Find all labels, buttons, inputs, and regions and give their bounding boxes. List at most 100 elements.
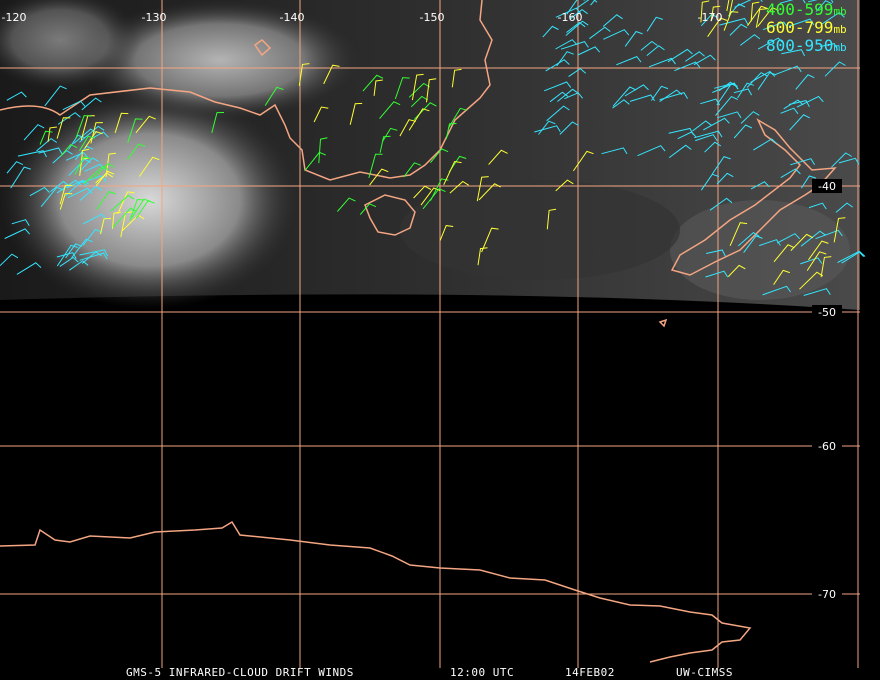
- wind-barb: [668, 127, 694, 135]
- wind-barb: [313, 106, 329, 123]
- wind-barb: [131, 198, 151, 219]
- wind-barb: [359, 203, 377, 215]
- wind-barb: [337, 197, 356, 212]
- legend-range: 400-599: [766, 0, 833, 19]
- footer: GMS-5 INFRARED-CLOUD DRIFT WINDS 12:00 UT…: [126, 666, 733, 679]
- wind-barb: [648, 57, 676, 68]
- wind-barb: [451, 68, 462, 88]
- wind-barb: [89, 131, 109, 141]
- wind-barb: [800, 230, 826, 247]
- wind-barb: [81, 97, 102, 111]
- label-bg: [812, 179, 842, 193]
- cloud-band: [0, 0, 140, 90]
- wind-barb: [60, 143, 78, 157]
- wind-barb: [403, 162, 422, 178]
- longitude-label: -160: [558, 11, 583, 24]
- wind-barb: [747, 5, 768, 26]
- wind-barb: [727, 3, 746, 17]
- coastline: [253, 39, 272, 57]
- wind-barb: [368, 153, 383, 179]
- wind-barb: [808, 202, 827, 210]
- wind-barb: [4, 228, 31, 239]
- wind-barb: [740, 111, 760, 124]
- wind-barb: [737, 82, 754, 99]
- wind-barb: [838, 157, 860, 165]
- wind-barb: [112, 207, 137, 228]
- wind-barb: [685, 51, 705, 62]
- wind-barb: [6, 161, 24, 174]
- wind-barb: [705, 249, 726, 257]
- wind-barb: [668, 144, 692, 159]
- footer-text: 14FEB02: [565, 666, 615, 679]
- cloud-band: [400, 180, 680, 280]
- wind-barb: [546, 208, 557, 230]
- wind-barb: [601, 147, 628, 155]
- wind-barb: [481, 227, 499, 253]
- wind-barb: [555, 179, 574, 192]
- legend-entry: 600-799mb: [766, 18, 847, 37]
- wind-barb: [616, 55, 642, 66]
- cloud-band: [80, 0, 360, 120]
- longitude-label: -130: [142, 11, 167, 24]
- wind-barb: [413, 185, 432, 199]
- wind-barb: [57, 112, 81, 125]
- wind-barb: [835, 202, 853, 213]
- wind-barb: [73, 128, 97, 144]
- wind-barb: [780, 107, 799, 115]
- wind-barb: [808, 0, 834, 3]
- wind-barbs: [0, 0, 866, 296]
- wind-barb: [577, 46, 601, 56]
- wind-barb: [0, 253, 19, 267]
- wind-barb: [568, 67, 587, 78]
- wind-barb: [624, 84, 649, 97]
- wind-barb: [780, 168, 801, 179]
- wind-barb: [399, 119, 416, 137]
- wind-barb: [65, 179, 89, 197]
- wind-barb: [443, 160, 462, 186]
- legend-entry: 400-599mb: [766, 0, 847, 19]
- wind-barb: [757, 72, 777, 90]
- wind-barb: [120, 211, 133, 238]
- footer-text: UW-CIMSS: [676, 666, 733, 679]
- footer-text: GMS-5 INFRARED-CLOUD DRIFT WINDS: [126, 666, 354, 679]
- wind-barb: [369, 168, 389, 186]
- axis-labels: -120 -130 -140 -150 -160 -170 -40 -50 -60 -70: [2, 11, 842, 601]
- wind-barb: [476, 176, 489, 202]
- wind-barb: [445, 123, 457, 140]
- wind-barb: [612, 99, 630, 109]
- cloud-band: [0, 90, 300, 310]
- wind-barb: [39, 130, 53, 145]
- wind-barb: [79, 125, 105, 143]
- wind-barb: [572, 150, 594, 172]
- wind-barb: [612, 86, 637, 107]
- wind-barb: [80, 148, 90, 165]
- wind-barb: [755, 8, 767, 28]
- wind-barb: [602, 14, 623, 27]
- wind-barb: [439, 225, 454, 241]
- wind-barb: [789, 18, 815, 27]
- wind-barb: [135, 115, 156, 134]
- wind-barb: [79, 135, 96, 151]
- wind-barb: [833, 217, 846, 243]
- wind-barb: [100, 218, 112, 235]
- wind-barb: [750, 1, 760, 22]
- wind-barb: [637, 145, 666, 157]
- wind-barb: [52, 149, 73, 164]
- wind-barb: [65, 151, 89, 161]
- wind-barb: [624, 30, 643, 47]
- footer-text: 12:00 UTC: [450, 666, 514, 679]
- wind-barb: [6, 91, 27, 101]
- wind-barb: [795, 74, 815, 90]
- wind-barb: [29, 186, 50, 197]
- wind-barb: [743, 235, 763, 253]
- wind-barb: [806, 251, 827, 271]
- wind-barb: [737, 231, 760, 247]
- legend-entry: 800-950mb: [766, 36, 847, 55]
- wind-barb: [739, 34, 761, 46]
- wind-barb: [36, 137, 58, 152]
- wind-barb: [79, 157, 99, 173]
- wind-barb: [629, 94, 656, 102]
- wind-barb: [729, 23, 748, 36]
